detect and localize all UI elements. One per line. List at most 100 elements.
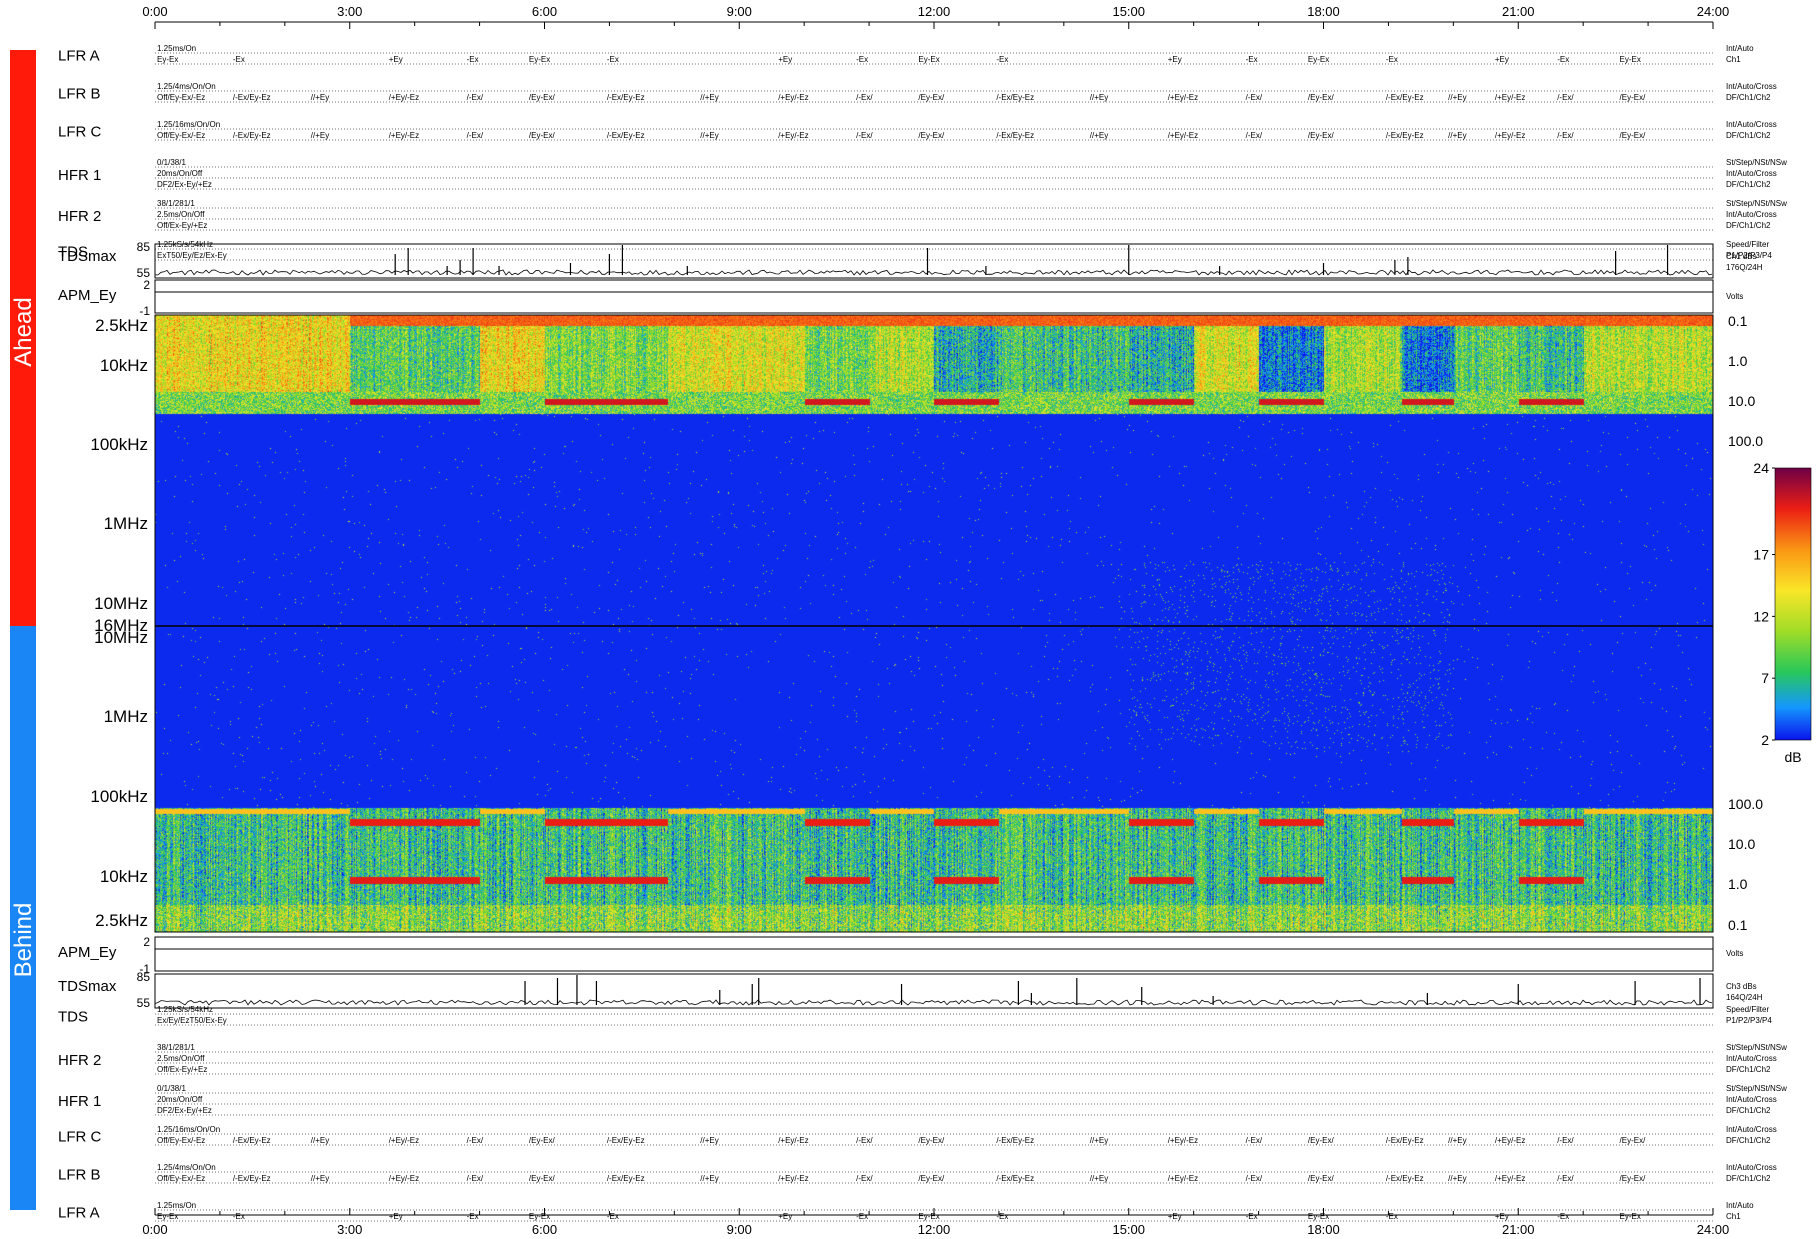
behind-row-setting: 1.25/4ms/On/On xyxy=(157,1163,216,1172)
freq-axis-label: 16MHz xyxy=(94,616,148,635)
behind-row-mode-change: /-Ex/Ey-Ez xyxy=(607,1174,645,1183)
ahead-row-mode-change: //+Ey xyxy=(1090,131,1108,140)
time-tick-label: 6:00 xyxy=(532,4,557,19)
behind-row-right-label: St/Step/NSt/NSw xyxy=(1726,1084,1787,1093)
ahead-row-mode-change: /-Ex/ xyxy=(467,93,484,102)
ahead-apm-right-label: Volts xyxy=(1726,292,1743,301)
ahead-row-label: LFR C xyxy=(58,124,102,141)
ahead-row-mode-change: /-Ex/Ey-Ez xyxy=(996,93,1034,102)
behind-row-setting: 38/1/281/1 xyxy=(157,1043,195,1052)
freq-axis-label: 10MHz xyxy=(94,628,148,647)
behind-row-mode-change: /-Ex/Ey-Ez xyxy=(233,1174,271,1183)
behind-row-mode-change: /Ey-Ex/ xyxy=(529,1136,556,1145)
time-tick-label: 21:00 xyxy=(1502,4,1535,19)
ahead-row-mode-change: /Ey-Ex/ xyxy=(918,131,945,140)
ahead-row-mode-change: //+Ey xyxy=(1448,93,1466,102)
time-tick-label: 3:00 xyxy=(337,1222,362,1237)
freq-axis-label: 10MHz xyxy=(94,594,148,613)
time-tick-label: 18:00 xyxy=(1307,4,1340,19)
behind-row-mode-change: /-Ex/ xyxy=(467,1174,484,1183)
behind-row-mode-change: /-Ex/Ey-Ez xyxy=(607,1136,645,1145)
ahead-row-setting: Ey-Ex xyxy=(157,55,178,64)
freq-axis-label: 1MHz xyxy=(104,514,148,533)
ahead-row-right-label: P1/P2/P3/P4 xyxy=(1726,251,1772,260)
behind-row-mode-change: /-Ex/ xyxy=(856,1174,873,1183)
spectrogram-image xyxy=(155,315,1713,932)
time-tick-label: 18:00 xyxy=(1307,1222,1340,1237)
ahead-row-right-label: Speed/Filter xyxy=(1726,240,1769,249)
ahead-row-label: TDS xyxy=(58,244,88,261)
behind-row-mode-change: Ey-Ex xyxy=(918,1212,939,1221)
ahead-row-mode-change: /-Ex/ xyxy=(467,131,484,140)
ahead-row-mode-change: /-Ex/Ey-Ez xyxy=(1386,131,1424,140)
colorbar: 24 17 12 7 2 dB xyxy=(1753,460,1812,765)
behind-row-label: LFR A xyxy=(58,1205,100,1222)
ahead-row-label: LFR A xyxy=(58,48,100,65)
behind-apm-label: APM_Ey xyxy=(58,944,117,961)
behind-row-right-label: P1/P2/P3/P4 xyxy=(1726,1016,1772,1025)
ahead-row-setting: Off/Ey-Ex/-Ez xyxy=(157,93,205,102)
ahead-row-mode-change: //+Ey xyxy=(1090,93,1108,102)
ahead-row-mode-change: //+Ey xyxy=(311,131,329,140)
colorbar-tick-label: 24 xyxy=(1753,460,1769,476)
behind-row-mode-change: /+Ey/-Ez xyxy=(1495,1174,1525,1183)
time-tick-label: 0:00 xyxy=(142,1222,167,1237)
behind-label: Behind xyxy=(10,903,37,978)
ahead-row-setting: 20ms/On/Off xyxy=(157,169,203,178)
time-tick-label: 9:00 xyxy=(727,1222,752,1237)
behind-row-mode-change: //+Ey xyxy=(700,1136,718,1145)
behind-row-mode-change: /Ey-Ex/ xyxy=(918,1174,945,1183)
ahead-row-mode-change: /+Ey/-Ez xyxy=(1168,93,1198,102)
behind-row-right-label: Ch1 xyxy=(1726,1212,1741,1221)
behind-row-label: LFR B xyxy=(58,1167,101,1184)
ahead-row-mode-change: /-Ex/ xyxy=(1557,131,1574,140)
ahead-row-mode-change: -Ex xyxy=(233,55,245,64)
behind-row-setting: 20ms/On/Off xyxy=(157,1095,203,1104)
behind-row-label: HFR 2 xyxy=(58,1052,101,1069)
ahead-row-mode-change: /-Ex/Ey-Ez xyxy=(233,93,271,102)
colorbar-label: dB xyxy=(1784,749,1801,765)
ahead-apm-frame xyxy=(154,279,1714,314)
behind-row-mode-change: /Ey-Ex/ xyxy=(918,1136,945,1145)
ahead-row-right-label: Ch1 xyxy=(1726,55,1741,64)
ahead-tdsmax-trace xyxy=(154,269,1713,276)
behind-row-setting: 1.25ms/On xyxy=(157,1201,196,1210)
ahead-row-mode-change: -Ex xyxy=(1386,55,1398,64)
ahead-row-right-label: St/Step/NSt/NSw xyxy=(1726,158,1787,167)
time-tick-label: 21:00 xyxy=(1502,1222,1535,1237)
ahead-tdsmax-tick-label: 55 xyxy=(137,266,151,280)
behind-row-mode-change: -Ex xyxy=(1386,1212,1398,1221)
behind-row-setting: Ey-Ex xyxy=(157,1212,178,1221)
behind-row-mode-change: //+Ey xyxy=(311,1136,329,1145)
instrument-mode-rows: LFR A 1.25ms/On Int/Auto Ey-Ex Ch1 -Ex +Ey -Ex E… xyxy=(58,44,1787,1222)
behind-row-setting: Off/Ey-Ex/-Ez xyxy=(157,1136,205,1145)
behind-row-mode-change: /Ey-Ex/ xyxy=(1620,1136,1647,1145)
freq-axis-label: 10kHz xyxy=(100,356,148,375)
behind-row-mode-change: /+Ey/-Ez xyxy=(1168,1174,1198,1183)
behind-row-mode-change: /Ey-Ex/ xyxy=(1620,1174,1647,1183)
ahead-row-setting: Off/Ex-Ey/+Ez xyxy=(157,221,207,230)
behind-row-mode-change: //+Ey xyxy=(1090,1136,1108,1145)
behind-row-mode-change: /+Ey/-Ez xyxy=(778,1174,808,1183)
ahead-row-right-label: DF/Ch1/Ch2 xyxy=(1726,93,1771,102)
spectrogram-frame xyxy=(154,314,1714,933)
behind-row-right-label: DF/Ch1/Ch2 xyxy=(1726,1136,1771,1145)
ahead-row-mode-change: /Ey-Ex/ xyxy=(1308,93,1335,102)
behind-tdsmax-right-label: Ch3 dBs xyxy=(1726,982,1757,991)
behind-row-setting: 1.25/16ms/On/On xyxy=(157,1125,220,1134)
behind-row-mode-change: /+Ey/-Ez xyxy=(1168,1136,1198,1145)
behind-tdsmax-right-label: 164Q/24H xyxy=(1726,993,1763,1002)
ahead-apm-tick-label: -1 xyxy=(139,304,150,318)
ahead-row-right-label: Int/Auto/Cross xyxy=(1726,120,1777,129)
behind-row-label: HFR 1 xyxy=(58,1093,101,1110)
behind-tdsmax-tick-label: 55 xyxy=(137,996,151,1010)
behind-row-mode-change: /-Ex/ xyxy=(1246,1136,1263,1145)
ahead-row-mode-change: /-Ex/ xyxy=(1246,131,1263,140)
right-scale-label: 0.1 xyxy=(1728,313,1748,329)
behind-row-mode-change: //+Ey xyxy=(700,1174,718,1183)
behind-row-mode-change: /-Ex/ xyxy=(856,1136,873,1145)
behind-row-mode-change: /+Ey/-Ez xyxy=(778,1136,808,1145)
behind-row-right-label: Int/Auto xyxy=(1726,1201,1754,1210)
behind-row-mode-change: /Ey-Ex/ xyxy=(529,1174,556,1183)
